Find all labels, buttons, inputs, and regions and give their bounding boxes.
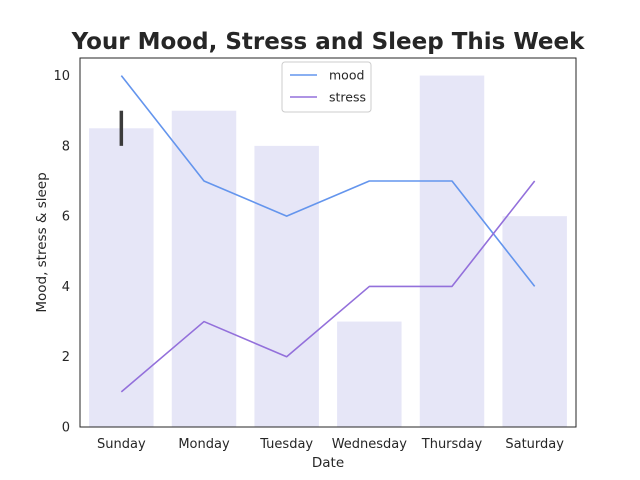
legend-label-mood: mood (329, 68, 364, 83)
y-tick-label: 0 (62, 421, 70, 436)
bar-wednesday (337, 321, 402, 427)
x-tick-label: Thursday (421, 437, 483, 452)
bar-sunday (89, 128, 154, 428)
x-tick-label: Sunday (97, 437, 146, 452)
x-tick-label: Saturday (505, 437, 564, 452)
y-tick-label: 2 (62, 350, 70, 365)
bar-tuesday (254, 145, 319, 427)
x-axis-label: Date (312, 455, 344, 471)
y-axis-label: Mood, stress & sleep (34, 172, 50, 312)
x-tick-labels: Sunday Monday Tuesday Wednesday Thursday Satu… (97, 437, 564, 452)
series-line-stress (120, 180, 536, 393)
line-group (120, 75, 536, 393)
bar-monday (171, 110, 237, 427)
chart-title: Your Mood, Stress and Sleep This Week (71, 29, 586, 55)
bar-group (89, 75, 567, 428)
bar-saturday (502, 216, 567, 427)
series-line-mood (120, 75, 536, 287)
x-tick-label: Tuesday (259, 437, 313, 452)
y-tick-labels: 0 2 4 6 8 10 (53, 69, 70, 435)
legend: mood stress (281, 61, 372, 113)
x-tick-label: Monday (178, 437, 230, 452)
y-tick-label: 4 (62, 280, 70, 295)
plot-frame (79, 57, 577, 428)
bar-thursday (419, 75, 485, 428)
legend-label-stress: stress (329, 90, 366, 105)
x-tick-label: Wednesday (332, 437, 408, 452)
y-tick-label: 8 (62, 139, 70, 154)
y-tick-label: 6 (62, 210, 70, 225)
y-tick-label: 10 (53, 69, 70, 84)
